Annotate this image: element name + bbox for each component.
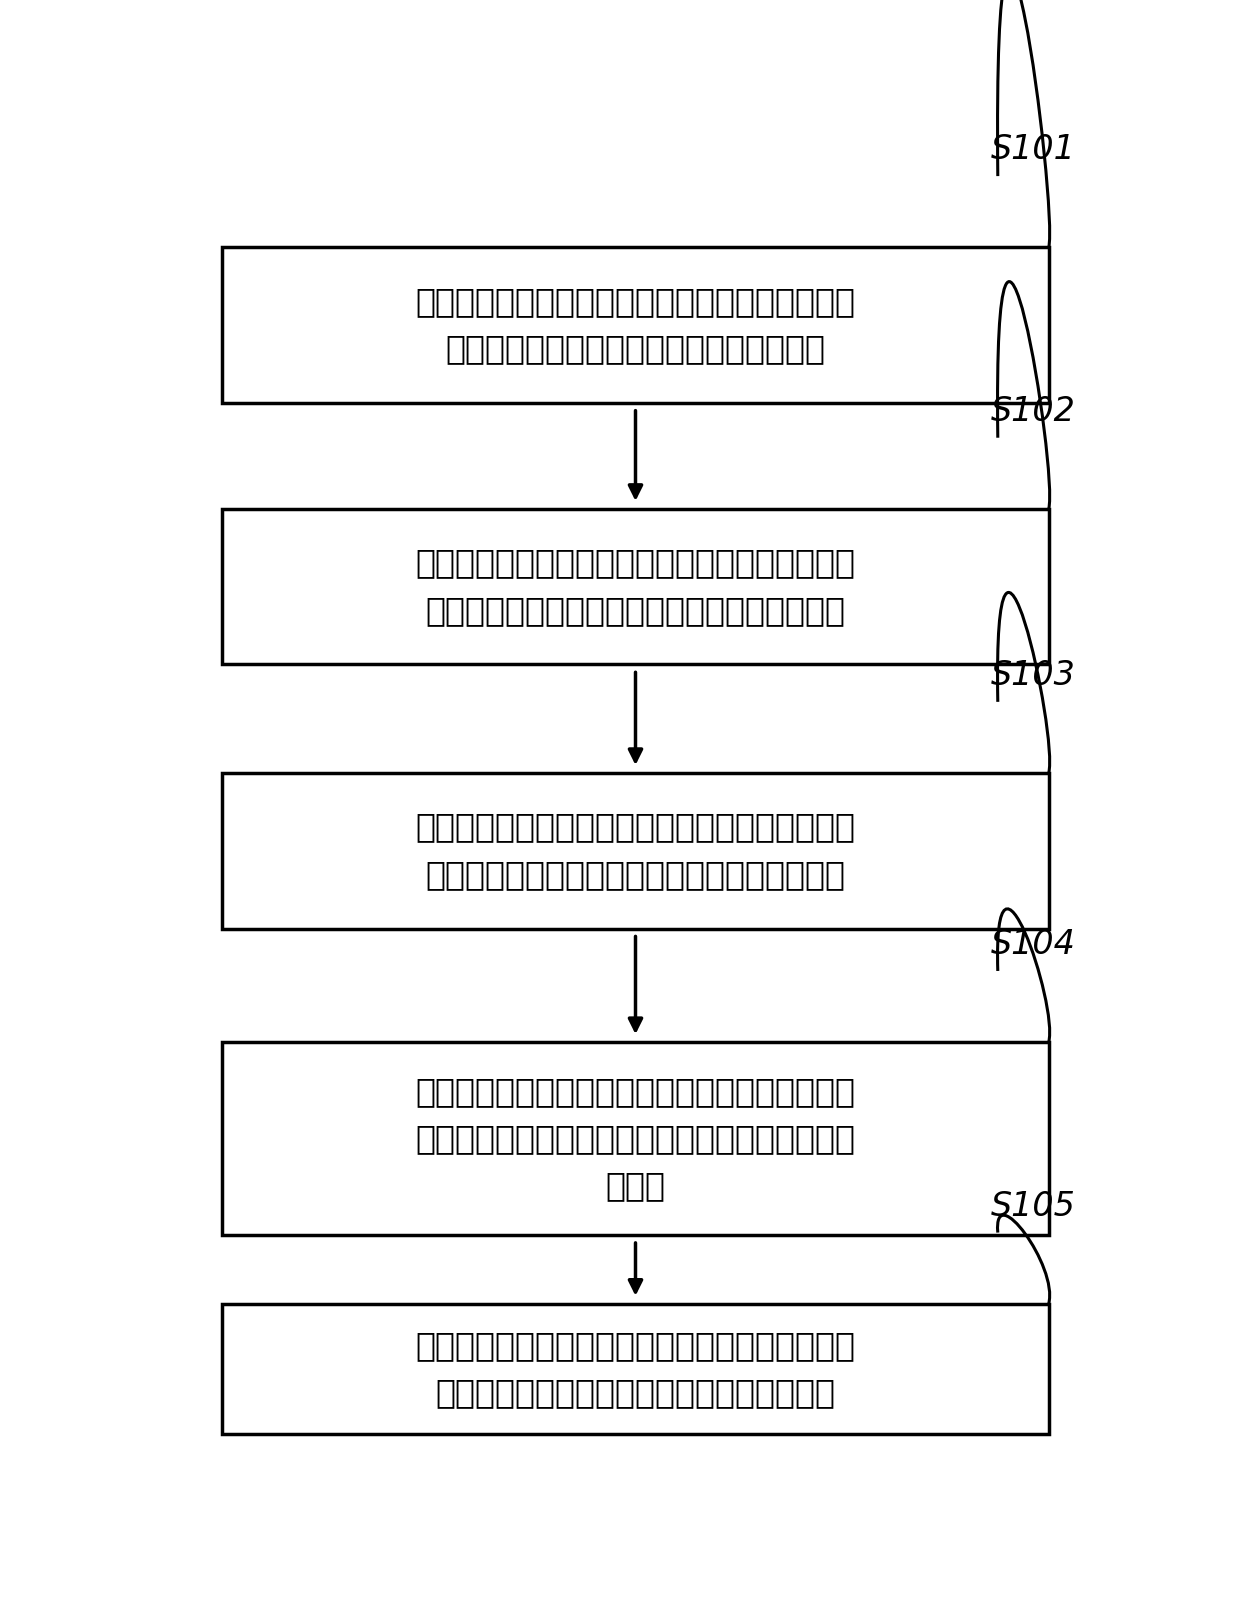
Text: S101: S101 <box>991 133 1076 167</box>
Bar <box>222 1042 1049 1235</box>
Bar <box>222 773 1049 929</box>
Text: S105: S105 <box>991 1189 1076 1223</box>
Text: S103: S103 <box>991 659 1076 693</box>
Bar <box>222 508 1049 665</box>
Text: 根据第二无线充电输出功率、第二无线充电输入功
率以及第二传输损耗，确定无线充电检测结果: 根据第二无线充电输出功率、第二无线充电输入功 率以及第二传输损耗，确定无线充电检… <box>415 1328 856 1409</box>
Text: S102: S102 <box>991 395 1076 427</box>
Text: 在充电终端工作于第二频率时，获取充电终端的第
二无线充电输出功率和移动终端的第二无线充电输
入功率: 在充电终端工作于第二频率时，获取充电终端的第 二无线充电输出功率和移动终端的第二… <box>415 1074 856 1202</box>
Bar <box>222 248 1049 403</box>
Text: 获取充电终端工作于第一频率时的第一无线充电输
出功率和移动终端的第一无线充电输入功率: 获取充电终端工作于第一频率时的第一无线充电输 出功率和移动终端的第一无线充电输入… <box>415 285 856 366</box>
Text: 根据第一传输损耗和传输损耗随工作频率变化的关
系，确定充电终端在第二频率下的第二传输损耗: 根据第一传输损耗和传输损耗随工作频率变化的关 系，确定充电终端在第二频率下的第二… <box>415 811 856 892</box>
Bar <box>222 1304 1049 1435</box>
Text: 根据第一无线充电输出功率和第一无线充电输入功
率，确定充电终端在第一频率下的第一传输损耗: 根据第一无线充电输出功率和第一无线充电输入功 率，确定充电终端在第一频率下的第一… <box>415 547 856 626</box>
Text: S104: S104 <box>991 929 1076 961</box>
